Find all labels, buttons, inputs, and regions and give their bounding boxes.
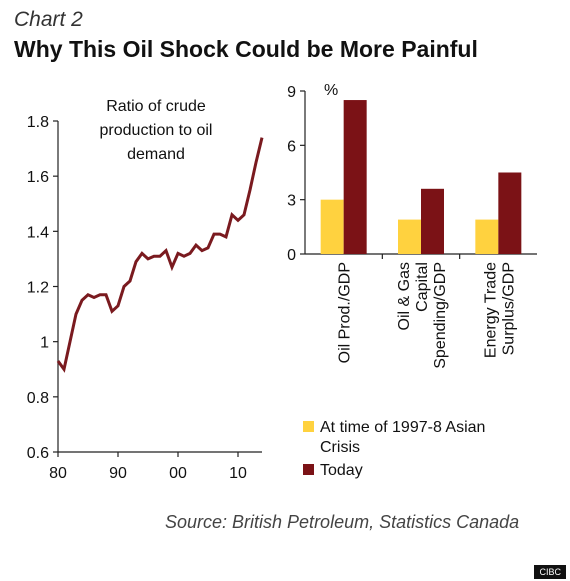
x-tick-label: 10: [229, 465, 247, 482]
y-tick-label: 1.2: [27, 280, 49, 297]
line-chart: 0.6 0.8 1 1.2 1.4 1.6 1.8 80 90 00 10 Ratio of cr…: [27, 98, 264, 482]
line-annotation: Ratio of crude production to oil demand: [100, 98, 213, 163]
legend-label-line: Crisis: [320, 439, 360, 456]
series-line: [56, 137, 264, 373]
x-tick-label: 90: [109, 465, 127, 482]
category-label-line: Oil Prod./GDP: [337, 262, 354, 363]
chart-title: Why This Oil Shock Could be More Painful: [14, 36, 478, 62]
bar-y-tick-label: 0: [287, 247, 296, 264]
bar-asian-crisis: [475, 219, 499, 254]
bar-y-tick-label: 9: [287, 84, 296, 101]
legend-label: At time of 1997-8 Asian Crisis: [320, 419, 485, 456]
bar-asian-crisis: [320, 199, 344, 254]
source-note: Source: British Petroleum, Statistics Ca…: [165, 512, 520, 532]
bar-y-tick-label: 3: [287, 193, 296, 210]
bar-category-label: Energy TradeSurplus/GDP: [482, 262, 517, 358]
x-tick-label: 80: [49, 465, 67, 482]
bar-chart: 0 3 6 9 % Oil Prod./GDP Oil & GasCapitalSpen…: [287, 82, 537, 479]
legend-swatch-today: [303, 464, 314, 475]
category-label-line: Spending/GDP: [432, 262, 449, 369]
legend-label-line: Today: [320, 462, 363, 479]
category-label-line: Capital: [414, 262, 431, 312]
y-tick-label: 0.8: [27, 390, 49, 407]
bar-asian-crisis: [398, 219, 421, 254]
bar-category-label: Oil Prod./GDP: [337, 262, 354, 363]
annotation-line: Ratio of crude: [106, 98, 206, 115]
y-tick-label: 1.8: [27, 114, 49, 131]
bar-today: [498, 172, 522, 254]
legend-swatch-asian-crisis: [303, 421, 314, 432]
bar-y-tick-label: 6: [287, 138, 296, 155]
y-tick-label: 1.6: [27, 169, 49, 186]
y-tick-label: 1: [40, 335, 49, 352]
category-label-line: Energy Trade: [482, 262, 499, 358]
legend: At time of 1997-8 Asian Crisis Today: [303, 419, 485, 479]
bar-today: [343, 100, 367, 254]
legend-label-line: At time of 1997-8 Asian: [320, 419, 485, 436]
x-tick-label: 00: [169, 465, 187, 482]
category-label-line: Surplus/GDP: [500, 262, 517, 355]
y-tick-label: 1.4: [27, 224, 49, 241]
bar-category-label: Oil & GasCapitalSpending/GDP: [396, 262, 449, 369]
legend-label: Today: [320, 462, 363, 479]
category-label-line: Oil & Gas: [396, 262, 413, 330]
watermark-badge: CIBC: [534, 565, 566, 579]
y-tick-label: 0.6: [27, 445, 49, 462]
annotation-line: demand: [127, 146, 185, 163]
chart-label: Chart 2: [14, 8, 83, 31]
bar-unit-label: %: [324, 82, 338, 99]
annotation-line: production to oil: [100, 122, 213, 139]
bar-today: [421, 188, 444, 254]
